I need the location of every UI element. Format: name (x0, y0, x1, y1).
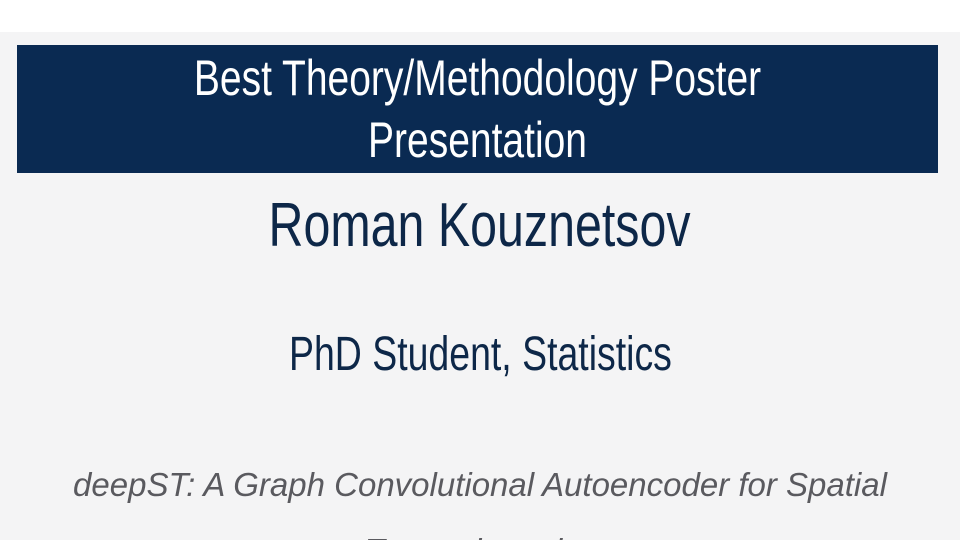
person-name: Roman Kouznetsov (268, 191, 692, 260)
poster-title: deepST: A Graph Convolutional Autoencode… (73, 466, 887, 540)
content: Best Theory/Methodology Poster Presentat… (0, 32, 960, 540)
person-role: PhD Student, Statistics (288, 328, 672, 381)
person-role-block: PhD Student, Statistics (0, 326, 960, 384)
person-name-block: Roman Kouznetsov (0, 189, 960, 263)
award-title: Best Theory/Methodology Poster Presentat… (193, 50, 762, 168)
award-banner: Best Theory/Methodology Poster Presentat… (17, 45, 938, 173)
